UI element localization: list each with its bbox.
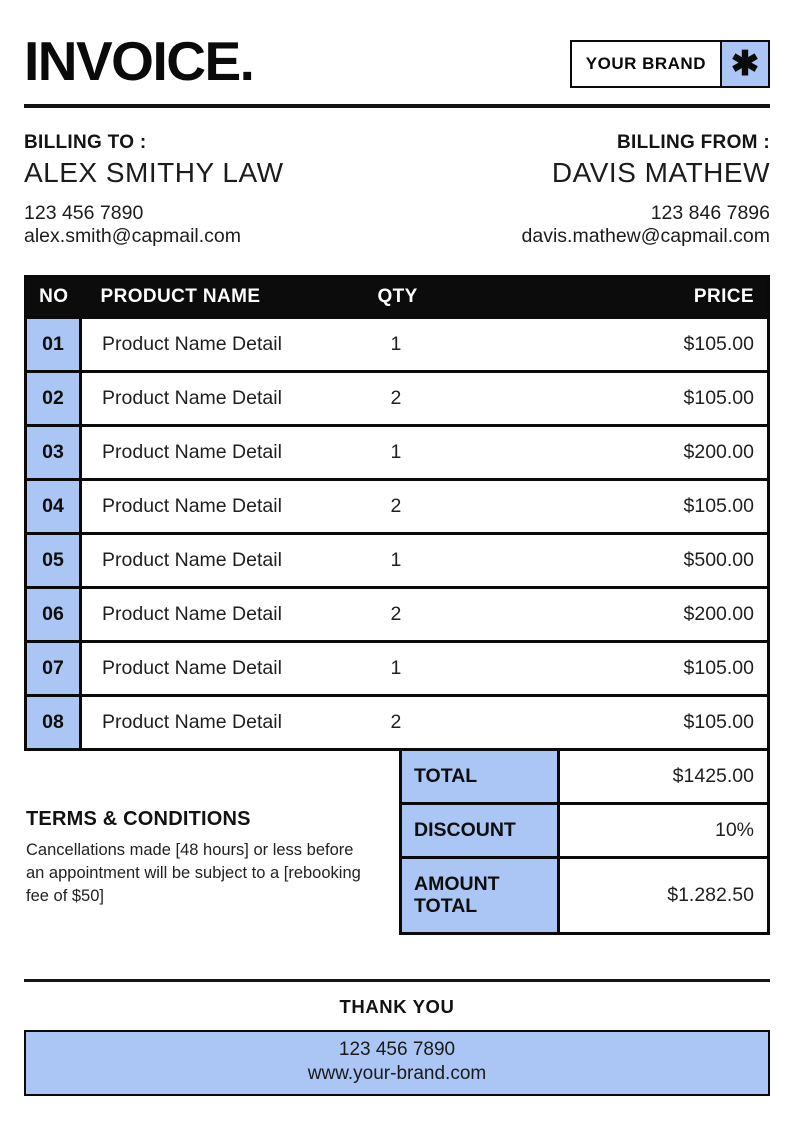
billing-from-name: DAVIS MATHEW — [551, 157, 770, 188]
table-row: 04 Product Name Detail 2 $105.00 — [25, 478, 769, 534]
amount-total-value: $1.282.50 — [557, 856, 770, 935]
row-qty: 2 — [367, 370, 518, 426]
row-no: 06 — [25, 586, 82, 642]
table-row: 01 Product Name Detail 1 $105.00 — [25, 316, 769, 372]
row-product: Product Name Detail — [80, 694, 368, 750]
footer-website: www.your-brand.com — [307, 1062, 487, 1084]
row-product: Product Name Detail — [80, 424, 368, 480]
total-label: TOTAL — [399, 748, 560, 805]
row-no: 03 — [25, 424, 82, 480]
billing-to-name: ALEX SMITHY LAW — [24, 157, 284, 188]
table-row: 06 Product Name Detail 2 $200.00 — [25, 586, 769, 642]
row-no: 04 — [25, 478, 82, 534]
brand-label: YOUR BRAND — [571, 42, 722, 86]
row-price: $105.00 — [517, 316, 769, 372]
col-header-price: PRICE — [517, 276, 769, 318]
totals-row-amount-total: AMOUNT TOTAL $1.282.50 — [399, 856, 770, 935]
asterisk-icon: ✱ — [722, 42, 768, 86]
total-value: $1425.00 — [557, 748, 770, 805]
footer-phone: 123 456 7890 — [338, 1039, 456, 1060]
col-header-qty: QTY — [367, 276, 518, 318]
items-table: NO PRODUCT NAME QTY PRICE 01 Product Nam… — [24, 275, 770, 751]
summary-section: TERMS & CONDITIONS Cancellations made [4… — [24, 748, 770, 935]
table-row: 08 Product Name Detail 2 $105.00 — [25, 694, 769, 750]
row-price: $105.00 — [517, 370, 769, 426]
row-qty: 1 — [367, 532, 518, 588]
billing-to-label: BILLING TO : — [24, 132, 147, 153]
totals-table: TOTAL $1425.00 DISCOUNT 10% AMOUNT TOTAL… — [399, 748, 770, 935]
billing-from-phone: 123 846 7896 — [650, 202, 770, 224]
col-header-no: NO — [25, 276, 81, 318]
table-row: 05 Product Name Detail 1 $500.00 — [25, 532, 769, 588]
row-no: 05 — [25, 532, 82, 588]
row-price: $500.00 — [517, 532, 769, 588]
footer: THANK YOU 123 456 7890 www.your-brand.co… — [24, 969, 770, 1096]
terms-block: TERMS & CONDITIONS Cancellations made [4… — [24, 808, 364, 907]
row-qty: 2 — [367, 694, 518, 750]
row-product: Product Name Detail — [80, 640, 368, 696]
row-no: 07 — [25, 640, 82, 696]
row-no: 08 — [25, 694, 82, 750]
footer-contact-bar: 123 456 7890 www.your-brand.com — [24, 1030, 770, 1096]
row-price: $200.00 — [517, 424, 769, 480]
row-price: $105.00 — [517, 640, 769, 696]
billing-from-email: davis.mathew@capmail.com — [521, 225, 770, 247]
row-qty: 2 — [367, 478, 518, 534]
totals-row-total: TOTAL $1425.00 — [399, 748, 770, 805]
row-price: $200.00 — [517, 586, 769, 642]
row-product: Product Name Detail — [80, 532, 368, 588]
table-row: 07 Product Name Detail 1 $105.00 — [25, 640, 769, 696]
row-qty: 1 — [367, 316, 518, 372]
page-title: INVOICE. — [24, 29, 255, 92]
row-price: $105.00 — [517, 478, 769, 534]
row-qty: 1 — [367, 424, 518, 480]
row-no: 01 — [25, 316, 82, 372]
row-product: Product Name Detail — [80, 478, 368, 534]
row-product: Product Name Detail — [80, 316, 368, 372]
billing-section: BILLING TO : ALEX SMITHY LAW 123 456 789… — [24, 132, 770, 248]
amount-total-label: AMOUNT TOTAL — [399, 856, 560, 935]
footer-divider — [24, 979, 770, 982]
billing-to-email: alex.smith@capmail.com — [24, 225, 242, 247]
billing-from-block: BILLING FROM : DAVIS MATHEW 123 846 7896… — [522, 132, 770, 248]
col-header-product: PRODUCT NAME — [80, 276, 368, 318]
header-divider — [24, 104, 770, 108]
terms-heading: TERMS & CONDITIONS — [26, 808, 251, 830]
totals-row-discount: DISCOUNT 10% — [399, 802, 770, 859]
terms-body: Cancellations made [48 hours] or less be… — [26, 841, 361, 905]
row-price: $105.00 — [517, 694, 769, 750]
row-no: 02 — [25, 370, 82, 426]
header: INVOICE. YOUR BRAND ✱ — [24, 28, 770, 94]
billing-from-label: BILLING FROM : — [616, 132, 770, 153]
table-row: 03 Product Name Detail 1 $200.00 — [25, 424, 769, 480]
table-row: 02 Product Name Detail 2 $105.00 — [25, 370, 769, 426]
row-product: Product Name Detail — [80, 586, 368, 642]
brand-badge: YOUR BRAND ✱ — [569, 40, 770, 88]
billing-to-block: BILLING TO : ALEX SMITHY LAW 123 456 789… — [24, 132, 284, 248]
discount-label: DISCOUNT — [399, 802, 560, 859]
thank-you-text: THANK YOU — [339, 996, 455, 1017]
discount-value: 10% — [557, 802, 770, 859]
row-qty: 2 — [367, 586, 518, 642]
row-qty: 1 — [367, 640, 518, 696]
items-table-header: NO PRODUCT NAME QTY PRICE — [25, 276, 769, 318]
row-product: Product Name Detail — [80, 370, 368, 426]
billing-to-phone: 123 456 7890 — [24, 202, 144, 224]
